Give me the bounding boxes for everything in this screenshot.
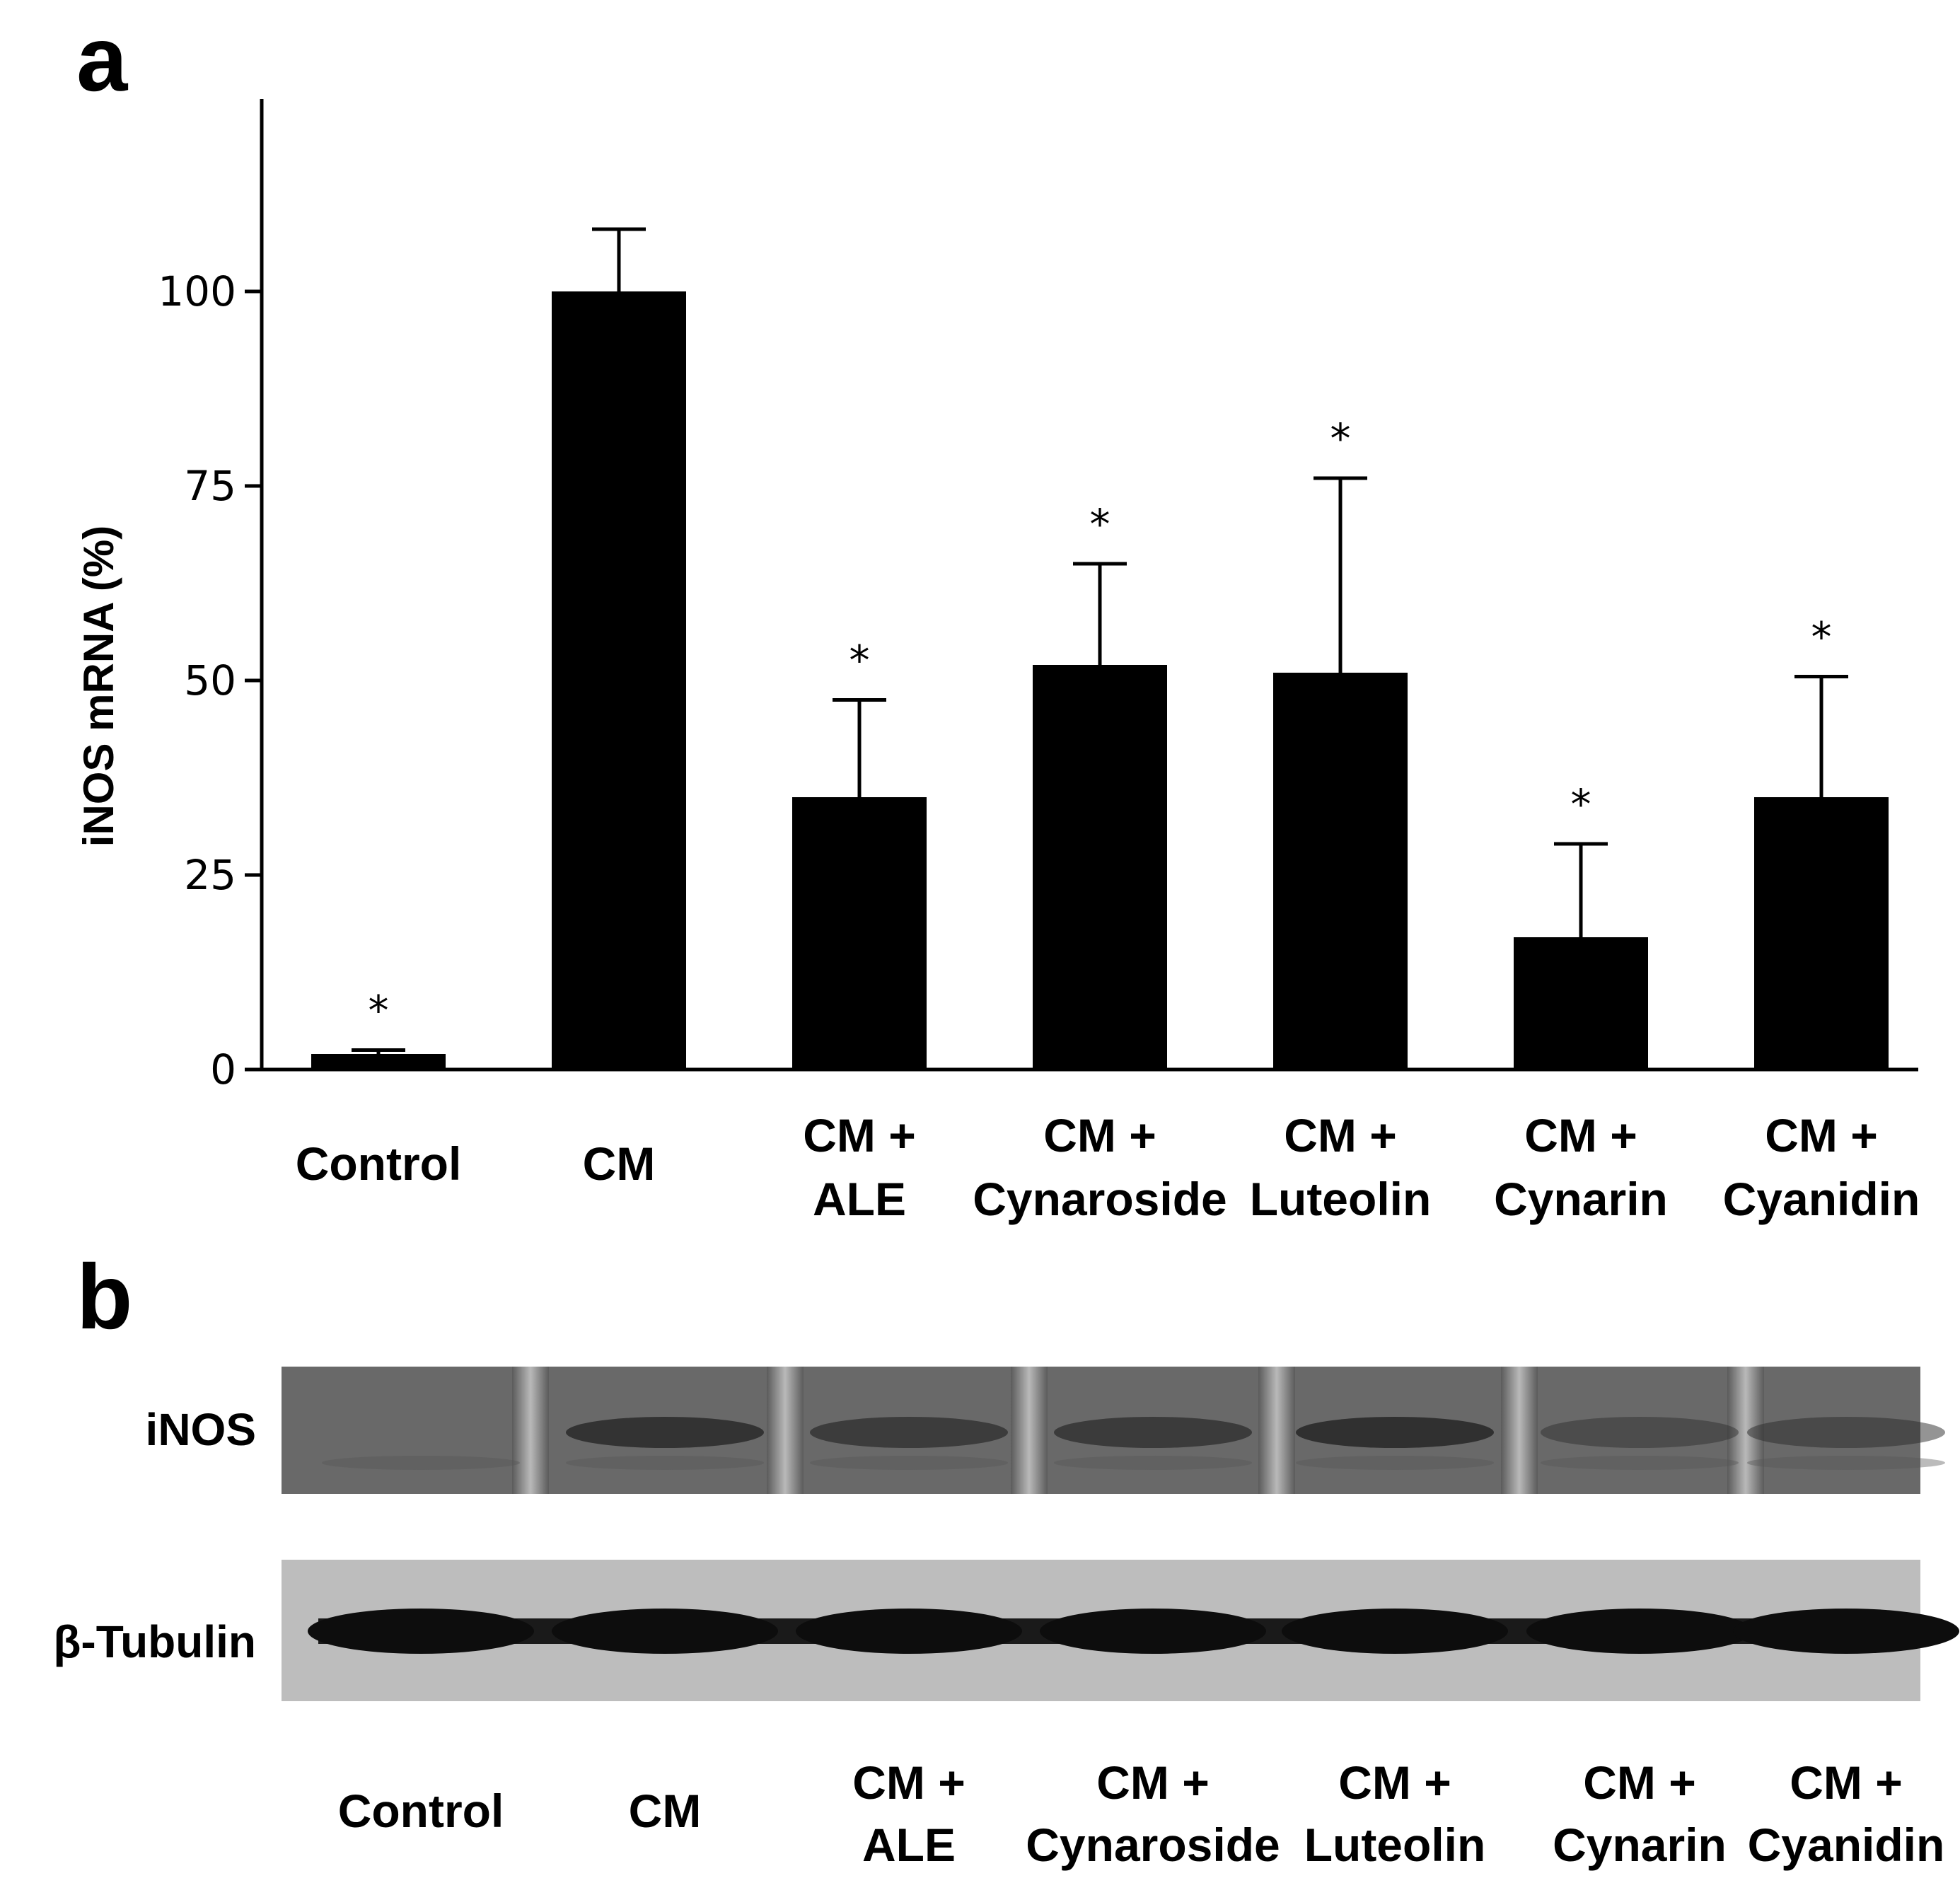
- category-label: CM +: [1765, 1109, 1878, 1161]
- blot-row-label-inos: iNOS: [146, 1404, 256, 1455]
- bar: [552, 291, 686, 1070]
- panel-a-letter: a: [76, 7, 129, 110]
- bars: [311, 291, 1889, 1070]
- bar: [1033, 665, 1167, 1070]
- blot-lane-label: CM +: [852, 1756, 965, 1809]
- y-ticks: 0 25 50 75 100: [158, 267, 262, 1094]
- blot-lane-label: Cynarin: [1553, 1819, 1727, 1871]
- bar: [1273, 673, 1408, 1070]
- category-labels: Control CM CM + ALE CM + Cynaroside CM + Luteol…: [296, 1109, 1920, 1225]
- significance-marks: * * * * * *: [369, 415, 1832, 1035]
- tubulin-band: [796, 1609, 1022, 1654]
- category-label: CM +: [1524, 1109, 1637, 1161]
- blot-row-label-tubulin: β-Tubulin: [53, 1616, 256, 1667]
- bar: [792, 797, 927, 1070]
- blot-lane-label: ALE: [862, 1819, 956, 1871]
- blot-lane-label: CM +: [1790, 1756, 1903, 1809]
- y-tick-label: 0: [210, 1045, 236, 1094]
- significance-mark: *: [1090, 500, 1111, 548]
- blot-lane-label: Luteolin: [1304, 1819, 1486, 1871]
- category-label: CM +: [803, 1109, 916, 1161]
- inos-band: [1054, 1417, 1252, 1448]
- significance-mark: *: [1330, 415, 1351, 463]
- blot-lane-label: CM +: [1096, 1756, 1210, 1809]
- error-bars: [352, 227, 1848, 1054]
- inos-band: [1296, 1417, 1494, 1448]
- inos-lower-band: [1054, 1456, 1252, 1470]
- inos-band: [1541, 1417, 1739, 1448]
- significance-mark: *: [1811, 613, 1832, 661]
- tubulin-band: [308, 1609, 534, 1654]
- lane-separator: [512, 1367, 549, 1494]
- inos-lower-band: [1541, 1456, 1739, 1470]
- bar: [1514, 937, 1648, 1070]
- y-tick-label: 75: [184, 462, 236, 510]
- blot-lane-label: Cyanidin: [1748, 1819, 1945, 1871]
- blot-lane-label: Control: [338, 1785, 504, 1837]
- inos-lower-band: [1747, 1456, 1945, 1470]
- category-label: Luteolin: [1250, 1173, 1432, 1225]
- blot-lane-label: CM +: [1338, 1756, 1451, 1809]
- category-label: ALE: [813, 1173, 906, 1225]
- lane-separator: [1501, 1367, 1538, 1494]
- significance-mark: *: [369, 987, 389, 1035]
- inos-lower-band: [1296, 1456, 1494, 1470]
- y-tick-label: 25: [184, 851, 236, 899]
- blot-lane-label: Cynaroside: [1026, 1819, 1280, 1871]
- category-label: CM +: [1284, 1109, 1397, 1161]
- tubulin-band: [1282, 1609, 1508, 1654]
- y-axis-label: iNOS mRNA (%): [75, 526, 122, 847]
- lane-separator: [1258, 1367, 1295, 1494]
- lane-separator: [767, 1367, 804, 1494]
- inos-bands: [322, 1417, 1945, 1470]
- blot-lane-label: CM +: [1583, 1756, 1696, 1809]
- inos-lower-band: [810, 1456, 1008, 1470]
- blot-lane-label: CM: [629, 1785, 702, 1837]
- inos-band: [566, 1417, 764, 1448]
- bar: [1754, 797, 1889, 1070]
- significance-mark: *: [849, 637, 870, 685]
- lane-separator: [1011, 1367, 1048, 1494]
- category-label: Cyanidin: [1723, 1173, 1920, 1225]
- category-label: CM +: [1043, 1109, 1156, 1161]
- inos-lower-band: [322, 1456, 520, 1470]
- inos-lower-band: [566, 1456, 764, 1470]
- tubulin-bands: [308, 1609, 1959, 1654]
- tubulin-band: [1040, 1609, 1266, 1654]
- tubulin-band: [1733, 1609, 1959, 1654]
- category-label: Control: [296, 1137, 462, 1190]
- tubulin-band: [552, 1609, 778, 1654]
- category-label: CM: [583, 1137, 656, 1190]
- panel-b-letter: b: [76, 1245, 132, 1348]
- bar-chart: 0 25 50 75 100 * * * * * * Control CM CM + ALE CM + Cy…: [75, 99, 1920, 1225]
- category-label: Cynarin: [1494, 1173, 1668, 1225]
- tubulin-band: [1526, 1609, 1753, 1654]
- inos-band: [1747, 1417, 1945, 1448]
- y-tick-label: 100: [158, 267, 236, 315]
- category-label: Cynaroside: [973, 1173, 1227, 1225]
- inos-band: [810, 1417, 1008, 1448]
- western-blot: iNOS β-Tubulin Control CM CM + ALE CM + Cynar…: [53, 1367, 1959, 1871]
- blot-lane-labels: Control CM CM + ALE CM + Cynaroside CM + Luteol…: [338, 1756, 1945, 1871]
- bar: [311, 1054, 446, 1070]
- significance-mark: *: [1571, 780, 1591, 828]
- y-tick-label: 50: [184, 656, 236, 705]
